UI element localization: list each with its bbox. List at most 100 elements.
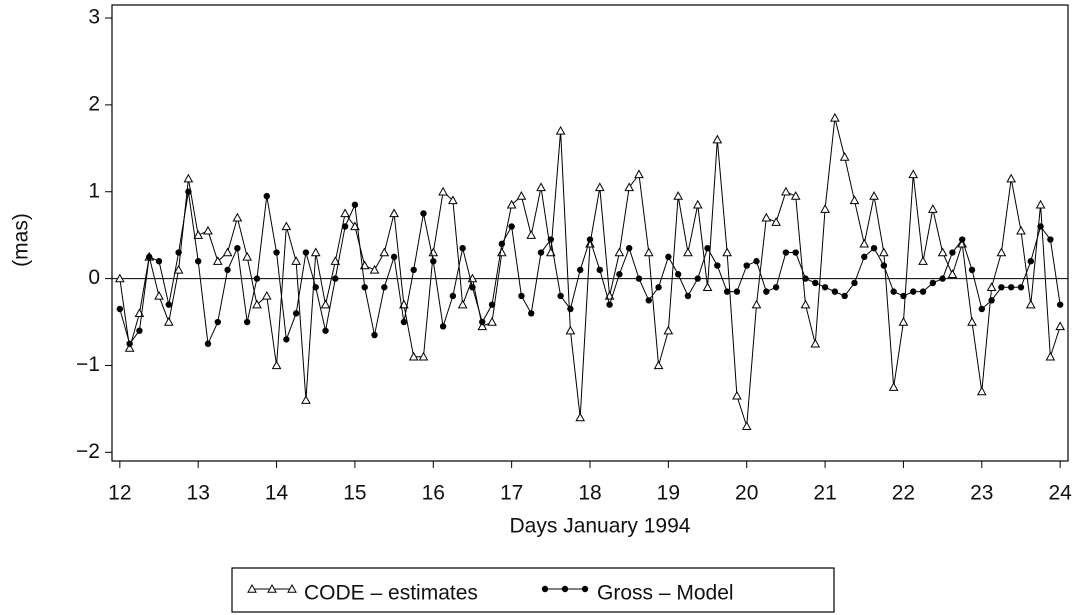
data-point — [379, 247, 390, 257]
data-point — [234, 245, 241, 252]
plot-frame — [111, 4, 1069, 462]
data-point — [448, 195, 458, 205]
data-point — [665, 253, 672, 261]
data-point — [273, 249, 280, 256]
legend-marker — [287, 583, 297, 593]
data-point — [606, 301, 613, 308]
data-point — [116, 305, 124, 313]
data-point — [390, 253, 398, 261]
data-point — [978, 305, 986, 313]
data-point — [949, 249, 956, 256]
data-point — [1007, 284, 1015, 291]
data-point — [449, 292, 457, 300]
data-point — [322, 327, 329, 334]
data-point — [653, 360, 664, 370]
data-point — [332, 275, 339, 282]
data-point — [851, 279, 858, 287]
data-point — [880, 262, 888, 269]
x-tick-label: 12 — [108, 482, 131, 505]
y-tick-label: −2 — [76, 440, 100, 463]
data-point — [702, 282, 713, 291]
data-point — [439, 323, 447, 330]
data-point — [389, 208, 399, 218]
data-point — [594, 182, 605, 192]
data-point — [575, 412, 586, 422]
data-point — [350, 221, 360, 231]
data-point — [663, 325, 674, 335]
data-point — [919, 288, 927, 295]
data-point — [861, 253, 868, 261]
data-point — [124, 343, 135, 352]
data-point — [624, 182, 635, 192]
data-point — [900, 292, 907, 300]
data-point — [508, 223, 515, 230]
x-tick-label: 15 — [343, 482, 366, 505]
data-point — [635, 275, 643, 282]
series-line — [119, 191, 1061, 346]
data-point — [643, 247, 654, 257]
data-point — [136, 327, 143, 334]
data-point — [212, 256, 223, 265]
y-tick-label: −1 — [76, 353, 100, 376]
data-point — [812, 279, 819, 287]
data-point — [674, 271, 682, 278]
data-point — [381, 284, 388, 291]
data-point — [252, 299, 262, 309]
data-point — [420, 210, 427, 217]
legend-box — [231, 567, 835, 613]
data-point — [694, 275, 701, 282]
data-point — [673, 191, 684, 200]
data-point — [810, 338, 821, 348]
data-point — [1047, 236, 1054, 243]
data-point — [204, 340, 212, 347]
data-point — [1025, 299, 1036, 309]
data-point — [1037, 223, 1044, 230]
data-point — [821, 284, 829, 291]
data-point — [918, 256, 928, 265]
data-point — [146, 253, 153, 261]
data-point — [625, 245, 633, 252]
data-point — [340, 208, 350, 218]
data-point — [302, 249, 310, 256]
data-point — [410, 266, 417, 274]
data-point — [242, 251, 253, 261]
data-point — [496, 247, 507, 257]
data-point — [792, 249, 799, 256]
x-axis-label: Days January 1994 — [510, 515, 691, 538]
data-point — [330, 256, 341, 265]
y-tick-label: 3 — [88, 6, 100, 29]
data-point — [1035, 199, 1046, 209]
data-point — [577, 266, 584, 274]
data-point — [408, 351, 419, 361]
x-tick-label: 18 — [578, 482, 601, 505]
data-point — [477, 321, 488, 331]
x-tick-label: 14 — [265, 482, 289, 505]
data-point — [781, 186, 791, 196]
legend-marker — [541, 585, 549, 593]
data-point — [616, 271, 623, 278]
data-point — [232, 212, 243, 222]
data-point — [820, 204, 830, 213]
data-point — [869, 191, 879, 200]
data-point — [183, 173, 194, 183]
data-point — [684, 292, 692, 300]
data-point — [841, 292, 848, 300]
data-point — [888, 382, 899, 391]
data-point — [1027, 258, 1034, 265]
data-point — [1055, 321, 1066, 331]
data-point — [614, 247, 625, 257]
data-point — [291, 256, 301, 265]
data-point — [400, 318, 408, 326]
x-tick-label: 24 — [1048, 482, 1072, 505]
data-point — [301, 395, 311, 404]
data-point — [320, 299, 331, 309]
data-point — [341, 223, 349, 230]
data-point — [967, 316, 977, 326]
data-point — [645, 297, 652, 304]
data-point — [518, 292, 525, 300]
data-point — [1017, 284, 1025, 291]
data-point — [655, 284, 662, 291]
data-point — [714, 262, 721, 269]
data-point — [634, 169, 644, 179]
data-point — [1016, 225, 1026, 235]
